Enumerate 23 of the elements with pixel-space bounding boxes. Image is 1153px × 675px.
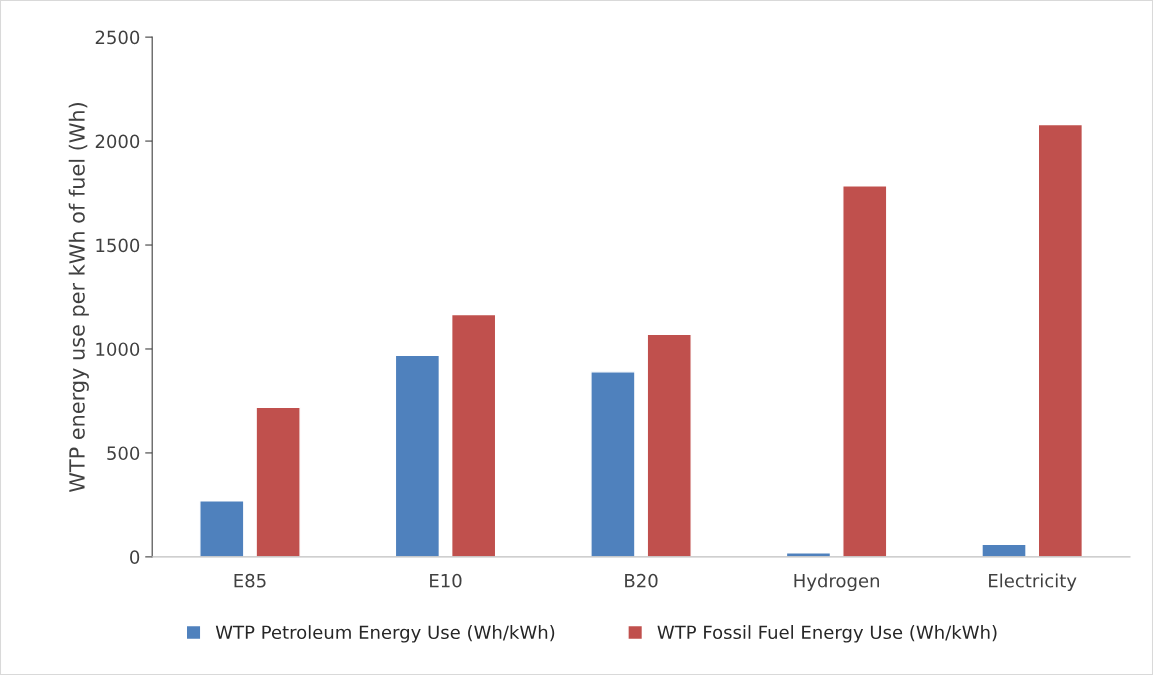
y-axis-title: WTP energy use per kWh of fuel (Wh) <box>68 103 89 493</box>
bar <box>842 185 888 557</box>
bar <box>590 371 636 557</box>
x-tick-label: Electricity <box>989 573 1077 592</box>
legend-label: WTP Petroleum Energy Use (Wh/kWh) <box>215 625 555 643</box>
y-tick-label: 1500 <box>96 238 140 253</box>
bar <box>199 500 245 557</box>
y-tick-label: 0 <box>130 550 140 564</box>
bar <box>255 406 301 557</box>
bar <box>646 333 692 557</box>
y-tick-label: 1000 <box>96 342 140 357</box>
x-tick-label: Hydrogen <box>794 573 879 592</box>
y-tick-label: 2500 <box>95 30 140 45</box>
legend-label: WTP Fossil Fuel Energy Use (Wh/kWh) <box>657 625 997 643</box>
x-tick-label: E85 <box>234 573 266 588</box>
bar <box>450 313 497 557</box>
bar <box>981 543 1027 557</box>
x-tick-label: E10 <box>430 573 462 588</box>
x-tick-label: B20 <box>625 573 658 588</box>
bar <box>1037 123 1084 557</box>
bar <box>394 354 441 557</box>
y-tick-label: 2000 <box>95 134 140 149</box>
y-tick-label: 500 <box>107 446 140 461</box>
